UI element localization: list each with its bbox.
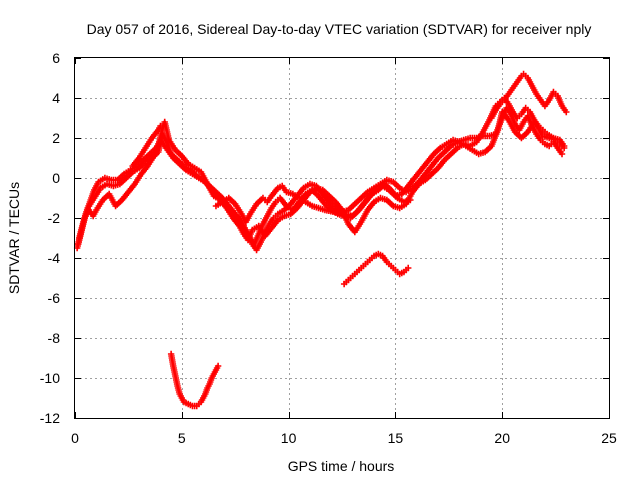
frame-layer [74, 57, 610, 419]
x-tick-label: 20 [494, 430, 510, 446]
series-track-c [73, 94, 568, 252]
y-tick-label: -6 [48, 290, 61, 306]
series-track-d [129, 122, 414, 226]
data-layer [73, 70, 570, 410]
y-tick-label: -12 [40, 410, 60, 426]
plot-frame [74, 57, 610, 419]
data-point [563, 108, 570, 116]
y-tick-label: 0 [52, 170, 60, 186]
data-point [405, 264, 412, 272]
data-point [558, 150, 566, 158]
y-tick-label: -10 [40, 370, 60, 386]
x-tick-label: 0 [71, 430, 79, 446]
y-tick-label: 4 [52, 90, 60, 106]
x-axis-title: GPS time / hours [288, 458, 395, 474]
y-tick-label: -4 [48, 250, 61, 266]
series-track-f [340, 250, 412, 288]
y-tick-label: -8 [48, 330, 61, 346]
y-tick-label: 6 [52, 50, 60, 66]
series-track-e [488, 70, 570, 122]
y-tick-label: 2 [52, 130, 60, 146]
y-axis-title: SDTVAR / TECUs [6, 182, 22, 294]
data-point [560, 142, 568, 150]
data-point [214, 362, 222, 370]
x-tick-label: 25 [601, 430, 617, 446]
chart-title: Day 057 of 2016, Sidereal Day-to-day VTE… [87, 21, 592, 37]
tick-layer: 0 5 10 15 20 25 -12 -10 -8 -6 -4 -2 0 2 4 6 [40, 50, 617, 446]
x-tick-label: 15 [388, 430, 404, 446]
x-tick-label: 10 [281, 430, 297, 446]
x-tick-label: 5 [178, 430, 186, 446]
series-track-g [167, 350, 222, 410]
label-layer: Day 057 of 2016, Sidereal Day-to-day VTE… [6, 21, 591, 474]
data-point [407, 196, 414, 204]
data-point [157, 122, 164, 130]
y-tick-label: -2 [48, 210, 61, 226]
